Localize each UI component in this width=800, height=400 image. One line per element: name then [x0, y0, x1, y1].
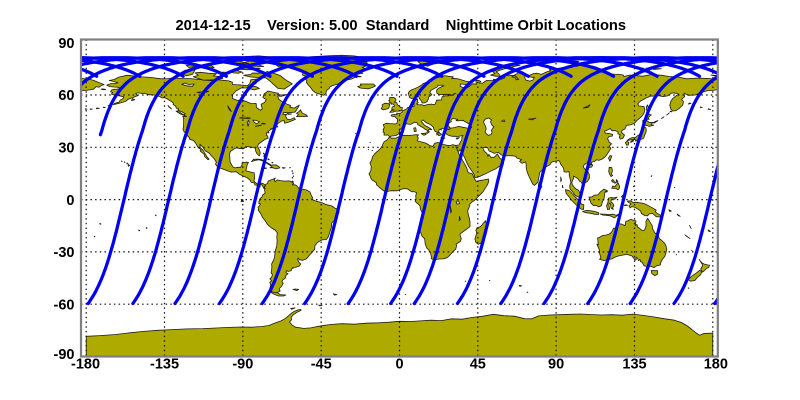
svg-text:90: 90	[58, 36, 74, 52]
svg-text:-180: -180	[71, 357, 100, 373]
svg-text:90: 90	[548, 357, 564, 373]
svg-text:-45: -45	[311, 357, 332, 373]
svg-text:-90: -90	[232, 357, 253, 373]
svg-text:135: 135	[622, 357, 646, 373]
svg-text:-135: -135	[150, 357, 179, 373]
svg-text:0: 0	[66, 193, 74, 209]
svg-text:30: 30	[58, 141, 74, 157]
svg-text:60: 60	[58, 88, 74, 104]
svg-text:-90: -90	[54, 347, 75, 363]
svg-text:45: 45	[470, 357, 486, 373]
svg-text:180: 180	[704, 357, 728, 373]
svg-text:-30: -30	[54, 245, 75, 261]
svg-text:0: 0	[395, 357, 403, 373]
svg-text:2014-12-15 Version: 5.00 S: 2014-12-15 Version: 5.00 Standard Nightt…	[176, 18, 627, 34]
svg-text:-60: -60	[54, 297, 75, 313]
